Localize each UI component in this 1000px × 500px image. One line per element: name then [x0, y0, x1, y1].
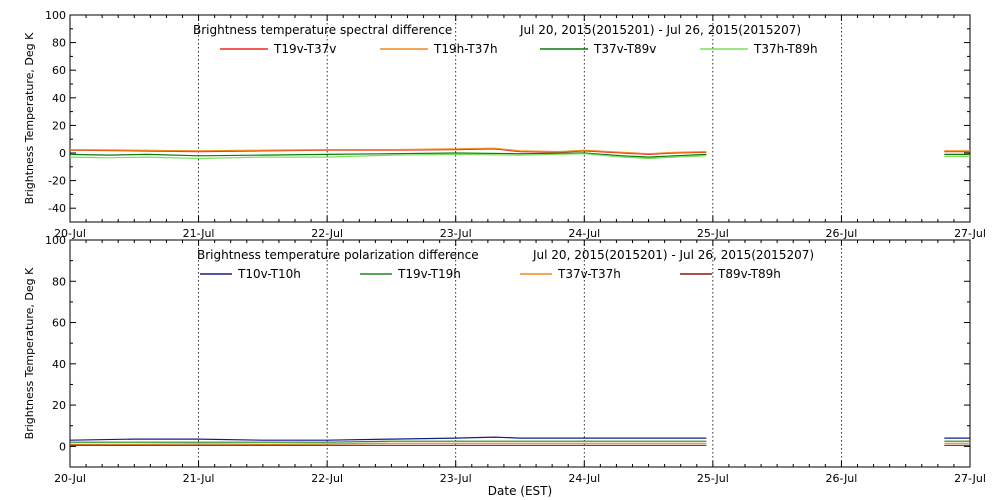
chart-title: Brightness temperature spectral differen… [193, 23, 452, 37]
series-line [70, 442, 707, 445]
series-line [69, 147, 707, 155]
y-tick-label: 80 [52, 37, 66, 50]
x-tick-label: 21-Jul [183, 227, 215, 240]
plot-frame [69, 14, 971, 223]
y-tick-label: 80 [52, 275, 66, 288]
y-tick-label: 60 [52, 317, 66, 330]
x-tick-label: 26-Jul [825, 227, 857, 240]
chart-title: Brightness temperature polarization diff… [197, 248, 479, 262]
x-tick-label: 25-Jul [697, 227, 729, 240]
x-tick-label: 20-Jul [54, 472, 86, 485]
legend-label: T89v-T89h [717, 267, 781, 281]
legend-label: T37v-T89v [593, 42, 656, 56]
y-axis-label: Brightness Temperature, Deg K [23, 267, 36, 439]
y-tick-label: 100 [45, 9, 66, 22]
date-range: Jul 20, 2015(2015201) - Jul 26, 2015(201… [532, 248, 814, 262]
y-tick-label: 0 [59, 147, 66, 160]
date-range: Jul 20, 2015(2015201) - Jul 26, 2015(201… [519, 23, 801, 37]
x-tick-label: 22-Jul [311, 472, 343, 485]
y-tick-label: 40 [52, 358, 66, 371]
x-tick-label: 24-Jul [568, 472, 600, 485]
series-line [70, 440, 707, 443]
series-line [69, 148, 707, 156]
x-tick-label: 27-Jul [954, 227, 986, 240]
legend-label: T37h-T89h [753, 42, 818, 56]
x-tick-label: 25-Jul [697, 472, 729, 485]
x-tick-label: 21-Jul [183, 472, 215, 485]
y-tick-label: 20 [52, 119, 66, 132]
series-line [69, 436, 707, 441]
y-tick-label: 20 [52, 399, 66, 412]
legend-label: T19h-T37h [433, 42, 498, 56]
legend-label: T37v-T37h [557, 267, 621, 281]
x-tick-label: 22-Jul [311, 227, 343, 240]
x-axis-label: Date (EST) [488, 484, 552, 498]
legend-label: T19v-T19h [397, 267, 461, 281]
legend-label: T10v-T10h [237, 267, 301, 281]
polarization-difference-panel: 0 20 40 60 80 100 20-Jul 21-Jul 22-Jul 23-Jul 24-J… [23, 234, 986, 485]
x-tick-label: 24-Jul [568, 227, 600, 240]
series-line [69, 152, 707, 158]
y-tick-label: 0 [59, 440, 66, 453]
series-line [69, 153, 707, 160]
x-tick-label: 23-Jul [440, 227, 472, 240]
y-tick-label: -20 [48, 175, 66, 188]
y-tick-label: 60 [52, 64, 66, 77]
y-tick-label: 100 [45, 234, 66, 247]
x-tick-label: 23-Jul [440, 472, 472, 485]
x-tick-label: 27-Jul [954, 472, 986, 485]
x-tick-label: 20-Jul [54, 227, 86, 240]
y-axis-label: Brightness Temperature, Deg K [23, 32, 36, 204]
spectral-difference-panel: -40 -20 0 20 40 60 80 100 20-Jul 21-Jul 22-Jul 23-J… [23, 9, 986, 240]
x-tick-label: 26-Jul [825, 472, 857, 485]
y-tick-label: 40 [52, 92, 66, 105]
y-tick-label: -40 [48, 202, 66, 215]
legend-label: T19v-T37v [273, 42, 336, 56]
